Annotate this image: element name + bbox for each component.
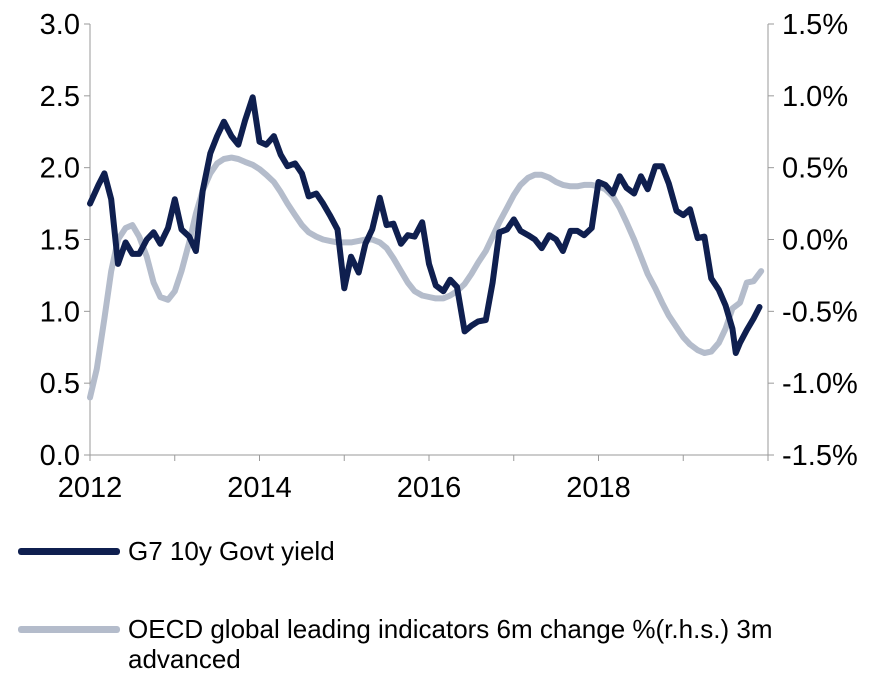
legend-label-oecd-indicators: OECD global leading indicators 6m change… — [128, 614, 773, 674]
right-axis-tick-label: 0.0% — [782, 225, 848, 257]
right-axis-tick-label: 1.0% — [782, 81, 848, 113]
right-axis-tick-label: 1.5% — [782, 9, 848, 41]
left-axis-tick-label: 0.0 — [40, 440, 80, 472]
legend-item-oecd-indicators: OECD global leading indicators 6m change… — [18, 614, 858, 674]
chart-axes — [84, 23, 774, 461]
series-line-g7-yield — [87, 94, 763, 356]
tick-labels: 0.0 0.5 1.0 1.5 2.0 2.5 3.0 -1.5% -1.0% -0.5% 0.0%… — [40, 9, 858, 504]
left-axis-tick-label: 2.0 — [40, 153, 80, 185]
left-axis-tick-label: 0.5 — [40, 368, 80, 400]
series-line-oecd-indicators — [87, 154, 765, 401]
legend-swatch-oecd-indicators — [18, 626, 120, 633]
left-axis-tick-label: 1.0 — [40, 296, 80, 328]
chart-lines — [87, 94, 765, 401]
right-axis-tick-label: -1.0% — [782, 368, 858, 400]
left-axis-tick-label: 1.5 — [40, 225, 80, 257]
x-axis-tick-label: 2018 — [566, 472, 631, 504]
right-axis-tick-label: -1.5% — [782, 440, 858, 472]
left-axis-tick-label: 3.0 — [40, 9, 80, 41]
right-axis-tick-label: 0.5% — [782, 153, 848, 185]
x-axis-tick-label: 2012 — [58, 472, 123, 504]
legend-label-g7-yield: G7 10y Govt yield — [128, 536, 335, 566]
chart-legend: G7 10y Govt yield OECD global leading in… — [18, 536, 858, 674]
legend-swatch-g7-yield — [18, 548, 120, 555]
left-axis-tick-label: 2.5 — [40, 81, 80, 113]
line-chart: 0.0 0.5 1.0 1.5 2.0 2.5 3.0 -1.5% -1.0% -0.5% 0.0%… — [40, 9, 858, 504]
x-axis-tick-label: 2014 — [227, 472, 292, 504]
legend-item-g7-yield: G7 10y Govt yield — [18, 536, 858, 566]
x-axis-tick-label: 2016 — [397, 472, 462, 504]
right-axis-tick-label: -0.5% — [782, 296, 858, 328]
